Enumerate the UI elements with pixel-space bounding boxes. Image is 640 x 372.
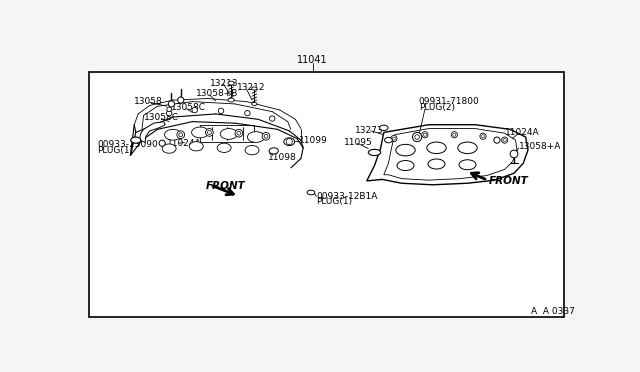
Ellipse shape bbox=[428, 159, 445, 169]
Ellipse shape bbox=[307, 190, 315, 195]
Text: PLUG(1): PLUG(1) bbox=[316, 197, 353, 206]
Circle shape bbox=[244, 110, 250, 116]
Text: FRONT: FRONT bbox=[205, 181, 245, 191]
Ellipse shape bbox=[459, 160, 476, 170]
Circle shape bbox=[168, 101, 175, 107]
Text: 13212: 13212 bbox=[237, 83, 265, 92]
Ellipse shape bbox=[380, 125, 388, 131]
Ellipse shape bbox=[228, 81, 234, 85]
Circle shape bbox=[480, 133, 486, 140]
Circle shape bbox=[392, 137, 396, 140]
Circle shape bbox=[177, 131, 184, 139]
Text: FRONT: FRONT bbox=[489, 176, 529, 186]
Circle shape bbox=[192, 108, 197, 113]
Circle shape bbox=[159, 140, 165, 146]
Circle shape bbox=[502, 137, 508, 143]
Ellipse shape bbox=[458, 142, 477, 154]
Circle shape bbox=[422, 132, 428, 138]
Text: 13058C: 13058C bbox=[172, 103, 207, 112]
Text: 13058+B: 13058+B bbox=[196, 89, 239, 99]
Ellipse shape bbox=[228, 98, 234, 102]
Circle shape bbox=[167, 107, 172, 112]
Circle shape bbox=[415, 135, 419, 140]
Circle shape bbox=[264, 134, 268, 138]
Text: 11024A: 11024A bbox=[167, 139, 202, 148]
Text: 00933-13090: 00933-13090 bbox=[97, 140, 158, 149]
Circle shape bbox=[494, 137, 500, 143]
Text: 11099: 11099 bbox=[300, 137, 328, 145]
Ellipse shape bbox=[191, 127, 209, 138]
Ellipse shape bbox=[269, 148, 278, 154]
Polygon shape bbox=[367, 125, 528, 185]
Bar bbox=[90, 73, 564, 317]
Ellipse shape bbox=[217, 143, 231, 153]
Ellipse shape bbox=[368, 150, 381, 155]
Circle shape bbox=[207, 131, 211, 134]
Polygon shape bbox=[384, 129, 517, 180]
Circle shape bbox=[286, 139, 292, 145]
Ellipse shape bbox=[189, 142, 204, 151]
Ellipse shape bbox=[245, 145, 259, 155]
Circle shape bbox=[205, 129, 213, 136]
Text: 13213: 13213 bbox=[210, 78, 239, 88]
Circle shape bbox=[218, 108, 224, 113]
Circle shape bbox=[510, 150, 518, 158]
Circle shape bbox=[237, 131, 241, 135]
Circle shape bbox=[452, 133, 456, 136]
Ellipse shape bbox=[220, 129, 237, 140]
Text: PLUG(2): PLUG(2) bbox=[419, 103, 454, 112]
Text: 13058: 13058 bbox=[134, 97, 163, 106]
Ellipse shape bbox=[162, 144, 176, 153]
Text: 13058C: 13058C bbox=[143, 112, 179, 122]
Circle shape bbox=[391, 135, 397, 142]
Circle shape bbox=[451, 132, 458, 138]
Circle shape bbox=[166, 110, 172, 116]
Text: 11095: 11095 bbox=[344, 138, 372, 147]
Ellipse shape bbox=[397, 161, 414, 170]
Circle shape bbox=[269, 116, 275, 121]
Circle shape bbox=[235, 129, 243, 137]
Polygon shape bbox=[140, 122, 165, 142]
Circle shape bbox=[262, 132, 270, 140]
Ellipse shape bbox=[385, 137, 392, 143]
Circle shape bbox=[179, 133, 182, 137]
Text: 09931-71800: 09931-71800 bbox=[419, 97, 479, 106]
Text: 13273: 13273 bbox=[355, 126, 384, 135]
Text: A  A 0337: A A 0337 bbox=[531, 307, 575, 316]
Text: 00933-12B1A: 00933-12B1A bbox=[316, 192, 378, 201]
Text: 11098: 11098 bbox=[268, 153, 297, 162]
Ellipse shape bbox=[284, 138, 294, 145]
Text: 13058+A: 13058+A bbox=[520, 142, 562, 151]
Circle shape bbox=[481, 135, 484, 138]
Ellipse shape bbox=[164, 129, 182, 140]
Circle shape bbox=[178, 97, 184, 103]
Circle shape bbox=[423, 133, 426, 136]
Circle shape bbox=[503, 139, 506, 142]
Ellipse shape bbox=[252, 87, 257, 90]
Ellipse shape bbox=[252, 102, 257, 106]
Text: 11024A: 11024A bbox=[505, 128, 540, 137]
Ellipse shape bbox=[248, 132, 264, 142]
Ellipse shape bbox=[131, 137, 141, 143]
Ellipse shape bbox=[427, 142, 446, 154]
Text: 11041: 11041 bbox=[297, 55, 328, 65]
Ellipse shape bbox=[396, 144, 415, 156]
Circle shape bbox=[412, 132, 422, 142]
Text: PLUG(1): PLUG(1) bbox=[97, 145, 133, 155]
